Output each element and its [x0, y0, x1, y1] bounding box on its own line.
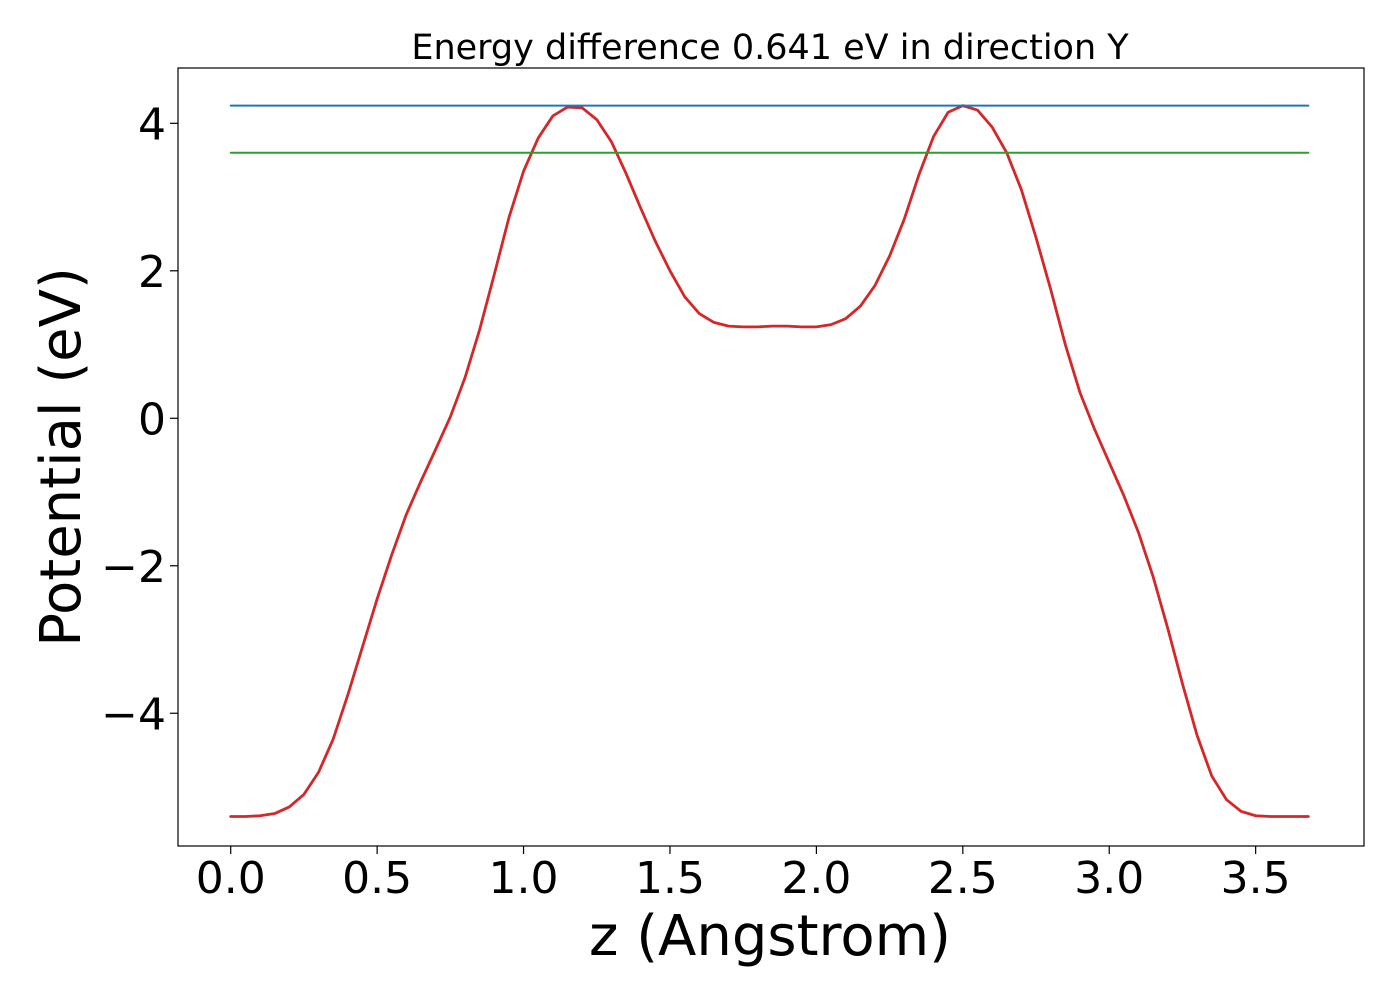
y-axis-label: Potential (eV)	[29, 267, 94, 647]
plot-area-frame	[177, 67, 1365, 847]
x-tick-label: 0.0	[196, 853, 266, 904]
y-tick-label: −2	[101, 542, 166, 593]
x-tick-label: 2.0	[781, 853, 851, 904]
chart-title: Energy difference 0.641 eV in direction …	[411, 28, 1129, 68]
x-axis-ticks: 0.0 0.5 1.0 1.5 2.0 2.5 3.0 3.5	[196, 846, 1291, 904]
y-tick-label: 4	[138, 99, 166, 150]
series-layer	[229, 104, 1310, 818]
x-tick-label: 2.5	[928, 853, 998, 904]
y-axis-ticks: −4 −2 0 2 4	[101, 99, 178, 740]
x-axis-label: z (Angstrom)	[589, 904, 951, 969]
potential-curve-line	[229, 104, 1310, 818]
x-tick-label: 1.5	[635, 853, 705, 904]
y-tick-label: 0	[138, 394, 166, 445]
x-tick-label: 3.0	[1074, 853, 1144, 904]
y-tick-label: −4	[101, 689, 166, 740]
x-tick-label: 3.5	[1221, 853, 1291, 904]
x-tick-label: 1.0	[489, 853, 559, 904]
x-tick-label: 0.5	[342, 853, 412, 904]
y-tick-label: 2	[138, 247, 166, 298]
